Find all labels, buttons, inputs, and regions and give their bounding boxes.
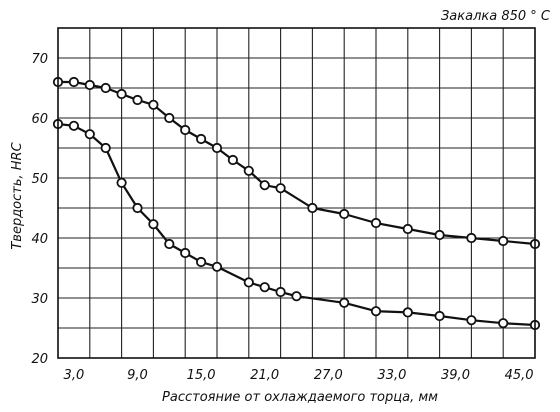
series-1-point xyxy=(227,154,238,166)
series-2-point xyxy=(148,219,159,230)
x-tick-label: 45,0 xyxy=(505,368,534,383)
series-2-point xyxy=(116,177,127,188)
series-2-point xyxy=(68,120,80,131)
grid xyxy=(57,27,536,359)
series-1-line xyxy=(58,80,536,246)
series-markers xyxy=(52,76,541,331)
series-2-point xyxy=(164,238,175,250)
series-2-point xyxy=(84,129,95,140)
plot-frame xyxy=(57,27,536,359)
x-axis-title: Расстояние от охлаждаемого торца, мм xyxy=(162,390,438,405)
series-2-point xyxy=(196,256,207,268)
series-1-point xyxy=(180,124,191,136)
chart-title: Закалка 850 ° С xyxy=(441,9,551,24)
series-1-point xyxy=(68,76,80,88)
series-1-point xyxy=(116,88,127,100)
series-1-point xyxy=(211,142,223,154)
series-2-point xyxy=(466,315,477,326)
series-2-point xyxy=(243,277,254,288)
y-tick-label: 20 xyxy=(31,352,48,367)
series-2-point xyxy=(180,247,191,259)
series-2-point xyxy=(370,306,382,317)
series-1-point xyxy=(84,79,95,91)
series-1-point xyxy=(434,229,445,241)
series-2-point xyxy=(434,310,445,322)
series-2-point xyxy=(275,286,286,298)
series-2-point xyxy=(259,282,270,293)
series-1-point xyxy=(466,232,477,244)
series-2-point xyxy=(211,261,223,272)
series-2-point xyxy=(100,142,111,154)
series-1-point xyxy=(243,165,254,176)
series-1-point xyxy=(370,217,382,229)
series-1-point xyxy=(148,99,159,110)
x-tick-label: 27,0 xyxy=(314,368,343,383)
x-tick-label: 15,0 xyxy=(187,368,216,383)
tick-labels: 3,0 9,0 15,0 21,0 27,0 33,0 39,0 45,0 20 30 40 50 60… xyxy=(31,52,533,383)
x-tick-label: 3,0 xyxy=(64,368,85,383)
series-1-point xyxy=(196,133,207,145)
x-tick-label: 33,0 xyxy=(377,368,406,383)
series-2-point xyxy=(339,297,350,308)
x-tick-label: 39,0 xyxy=(441,368,470,383)
x-tick-label: 21,0 xyxy=(250,368,279,383)
series-1-point xyxy=(307,202,318,214)
y-tick-label: 50 xyxy=(31,172,48,187)
y-tick-label: 30 xyxy=(31,292,48,307)
y-tick-label: 70 xyxy=(31,52,48,67)
series-1-point xyxy=(164,112,175,124)
series-2-line xyxy=(57,122,536,327)
series-1-point xyxy=(259,180,270,191)
series-2-point xyxy=(132,202,143,214)
series-2-point xyxy=(402,307,413,318)
series-1-point xyxy=(100,82,111,94)
series-1-point xyxy=(275,183,286,194)
series-1-point xyxy=(132,94,143,106)
x-tick-label: 9,0 xyxy=(127,368,148,383)
y-axis-title: Твердость, HRC xyxy=(10,141,25,249)
series-2-point xyxy=(498,318,509,329)
series-1-point xyxy=(402,223,413,235)
series-1-point xyxy=(339,208,350,220)
series-2-point xyxy=(291,291,302,302)
y-tick-label: 40 xyxy=(31,232,48,247)
y-tick-label: 60 xyxy=(31,112,48,127)
series-1-point xyxy=(498,235,509,247)
